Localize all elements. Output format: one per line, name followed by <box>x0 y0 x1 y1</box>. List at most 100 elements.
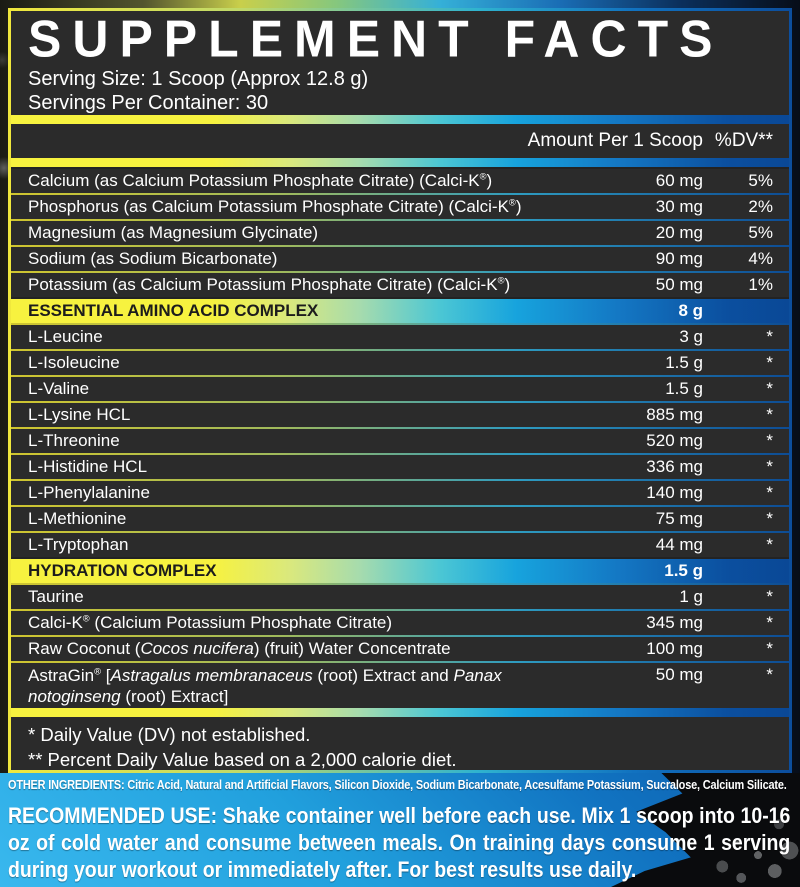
footnote-percent-dv: ** Percent Daily Value based on a 2,000 … <box>28 749 457 770</box>
ingredient-row: Taurine 1 g * <box>11 583 789 609</box>
ingredient-amount: 3 g <box>679 327 703 346</box>
column-header-row: Amount Per 1 Scoop %DV** <box>11 124 789 158</box>
ingredient-row: L-Lysine HCL 885 mg * <box>11 401 789 427</box>
ingredient-row: Sodium (as Sodium Bicarbonate) 90 mg 4% <box>11 245 789 271</box>
gradient-divider-bar <box>11 708 789 717</box>
recommended-use-paragraph: RECOMMENDED USE: Shake container well be… <box>8 802 790 883</box>
ingredient-name: Calci-K® (Calcium Potassium Phosphate Ci… <box>28 613 393 632</box>
ingredient-name: L-Threonine <box>28 431 120 450</box>
supplement-facts-panel: SUPPLEMENT FACTS Serving Size: 1 Scoop (… <box>8 8 792 773</box>
column-header-spacer <box>28 124 528 158</box>
ingredient-dv: * <box>766 639 773 658</box>
ingredient-amount: 1.5 g <box>664 561 703 580</box>
ingredient-row: Calcium (as Calcium Potassium Phosphate … <box>11 167 789 193</box>
ingredient-amount: 75 mg <box>655 509 703 528</box>
ingredient-amount: 30 mg <box>655 197 703 216</box>
ingredient-dv: 1% <box>748 275 773 294</box>
bottom-info-strip: OTHER INGREDIENTS: Citric Acid, Natural … <box>0 773 800 887</box>
ingredient-name: Calcium (as Calcium Potassium Phosphate … <box>28 171 493 190</box>
other-ingredients-line: OTHER INGREDIENTS: Citric Acid, Natural … <box>8 777 787 792</box>
ingredient-name: L-Valine <box>28 379 90 398</box>
ingredient-row: L-Valine 1.5 g * <box>11 375 789 401</box>
ingredient-dv: 2% <box>748 197 773 216</box>
serving-size-line: Serving Size: 1 Scoop (Approx 12.8 g) <box>28 68 369 90</box>
ingredient-dv: * <box>766 483 773 502</box>
ingredient-row: Phosphorus (as Calcium Potassium Phospha… <box>11 193 789 219</box>
panel-title: SUPPLEMENT FACTS <box>28 9 724 69</box>
ingredient-amount: 345 mg <box>646 613 703 632</box>
ingredient-row: L-Tryptophan 44 mg * <box>11 531 789 557</box>
ingredient-amount: 885 mg <box>646 405 703 424</box>
ingredient-name: ESSENTIAL AMINO ACID COMPLEX <box>28 301 319 320</box>
ingredient-amount: 336 mg <box>646 457 703 476</box>
ingredient-dv: * <box>766 613 773 632</box>
ingredient-dv: 5% <box>748 171 773 190</box>
ingredient-name: L-Methionine <box>28 509 127 528</box>
panel-header: SUPPLEMENT FACTS Serving Size: 1 Scoop (… <box>11 9 789 115</box>
ingredient-amount: 1.5 g <box>665 353 703 372</box>
ingredient-row: Raw Coconut (Cocos nucifera) (fruit) Wat… <box>11 635 789 661</box>
ingredient-row: L-Isoleucine 1.5 g * <box>11 349 789 375</box>
ingredient-row: Potassium (as Calcium Potassium Phosphat… <box>11 271 789 297</box>
recommended-use-label: RECOMMENDED USE: <box>8 803 218 828</box>
ingredient-amount: 1.5 g <box>665 379 703 398</box>
ingredient-dv: * <box>766 353 773 372</box>
amount-column-header: Amount Per 1 Scoop <box>527 130 703 151</box>
ingredient-amount: 1 g <box>679 587 703 606</box>
ingredient-amount: 8 g <box>678 301 703 320</box>
ingredient-amount: 100 mg <box>646 639 703 658</box>
section-header-row: HYDRATION COMPLEX 1.5 g <box>11 557 789 583</box>
ingredient-name: Magnesium (as Magnesium Glycinate) <box>28 223 319 242</box>
recommended-use-text: Shake container well before each use. Mi… <box>8 803 791 882</box>
ingredient-name: Phosphorus (as Calcium Potassium Phospha… <box>28 197 522 216</box>
ingredient-name: HYDRATION COMPLEX <box>28 561 217 580</box>
ingredient-dv: * <box>766 431 773 450</box>
footnotes: * Daily Value (DV) not established. ** P… <box>11 717 789 776</box>
dv-column-header: %DV** <box>714 130 773 151</box>
ingredient-dv: 5% <box>748 223 773 242</box>
ingredient-dv: * <box>766 535 773 554</box>
footnote-dv-not-established: * Daily Value (DV) not established. <box>28 724 311 745</box>
ingredient-amount: 44 mg <box>655 535 703 554</box>
section-header-row: ESSENTIAL AMINO ACID COMPLEX 8 g <box>11 297 789 323</box>
ingredient-dv: 4% <box>748 249 773 268</box>
ingredient-dv: * <box>766 379 773 398</box>
ingredient-row: Calci-K® (Calcium Potassium Phosphate Ci… <box>11 609 789 635</box>
ingredient-row: L-Leucine 3 g * <box>11 323 789 349</box>
ingredient-row: L-Threonine 520 mg * <box>11 427 789 453</box>
ingredient-dv: * <box>766 587 773 606</box>
ingredient-amount: 20 mg <box>655 223 703 242</box>
ingredient-row: Magnesium (as Magnesium Glycinate) 20 mg 5… <box>11 219 789 245</box>
ingredient-dv: * <box>766 327 773 346</box>
ingredient-amount: 50 mg <box>655 275 703 294</box>
ingredient-name: Sodium (as Sodium Bicarbonate) <box>28 249 278 268</box>
ingredient-dv: * <box>766 665 773 684</box>
ingredient-amount: 90 mg <box>655 249 703 268</box>
gradient-divider-bar <box>11 158 789 167</box>
ingredient-row: AstraGin® [Astragalus membranaceus (root… <box>11 661 789 708</box>
ingredient-row: L-Phenylalanine 140 mg * <box>11 479 789 505</box>
facts-rows: Calcium (as Calcium Potassium Phosphate … <box>11 167 789 708</box>
ingredient-amount: 140 mg <box>646 483 703 502</box>
ingredient-name: L-Isoleucine <box>28 353 120 372</box>
ingredient-row: L-Methionine 75 mg * <box>11 505 789 531</box>
gradient-divider-bar <box>11 115 789 124</box>
ingredient-amount: 50 mg <box>655 665 703 684</box>
ingredient-name: Taurine <box>28 587 84 606</box>
ingredient-amount: 60 mg <box>655 171 703 190</box>
ingredient-name: L-Leucine <box>28 327 103 346</box>
ingredient-dv: * <box>766 405 773 424</box>
ingredient-name: AstraGin® [Astragalus membranaceus (root… <box>28 666 502 706</box>
ingredient-dv: * <box>766 457 773 476</box>
ingredient-row: L-Histidine HCL 336 mg * <box>11 453 789 479</box>
ingredient-name: L-Lysine HCL <box>28 405 131 424</box>
ingredient-name: L-Tryptophan <box>28 535 129 554</box>
ingredient-name: Potassium (as Calcium Potassium Phosphat… <box>28 275 511 294</box>
ingredient-name: L-Histidine HCL <box>28 457 148 476</box>
servings-per-container-line: Servings Per Container: 30 <box>28 92 269 114</box>
ingredient-amount: 520 mg <box>646 431 703 450</box>
ingredient-name: Raw Coconut (Cocos nucifera) (fruit) Wat… <box>28 639 451 658</box>
ingredient-dv: * <box>766 509 773 528</box>
ingredient-name: L-Phenylalanine <box>28 483 150 502</box>
